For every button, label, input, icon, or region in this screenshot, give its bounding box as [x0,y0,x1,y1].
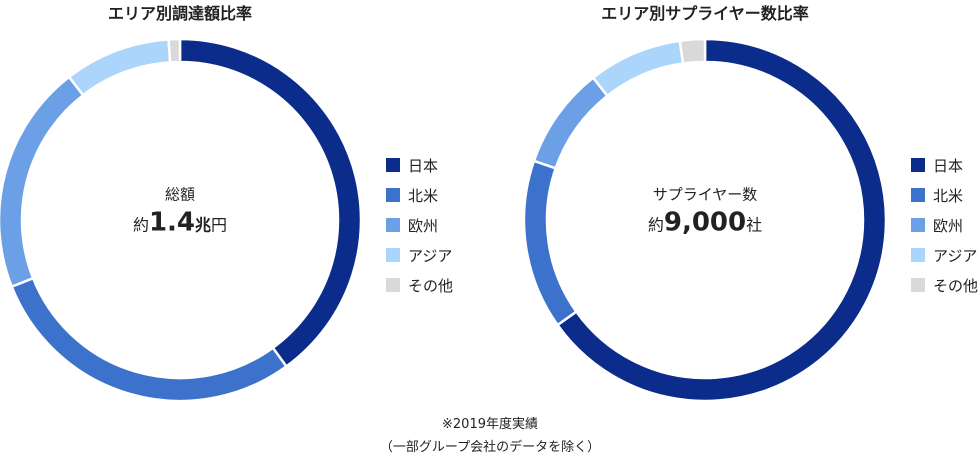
legend-item-others: その他 [911,270,978,300]
legend-item-japan: 日本 [386,150,453,180]
legend-label: 欧州 [933,216,964,235]
legend-item-asia: アジア [386,240,453,270]
legend-suppliers: 日本 北米 欧州 アジア その他 [911,150,978,300]
center-label: サプライヤー数 [652,185,758,204]
donut-slice-north-america [10,276,289,400]
legend-swatch-others [386,278,400,292]
legend-swatch-others [911,278,925,292]
legend-label: アジア [933,246,978,265]
center-label: 総額 [164,185,196,204]
donut-slice-north-america [525,159,579,327]
donut-slice-asia [67,40,172,97]
legend-label: その他 [408,276,454,295]
chart-title-procurement: エリア別調達額比率 [107,4,253,23]
center-prefix: 約 [132,215,149,235]
legend-swatch-north-america [911,188,925,202]
legend-procurement: 日本 北米 欧州 アジア その他 [386,150,453,300]
donut-slice-asia [591,40,685,98]
center-unit: 円 [211,215,228,235]
center-prefix: 約 [647,215,664,235]
legend-swatch-europe [911,218,925,232]
legend-item-europe: 欧州 [911,210,978,240]
center-value-line: 約9,000社 [648,206,762,243]
legend-swatch-japan [911,158,925,172]
legend-label: アジア [408,246,453,265]
donut-slice-others [167,40,182,64]
center-value: 1.4 [148,207,196,238]
center-value: 9,000 [663,207,747,238]
legend-item-north-america: 北米 [911,180,978,210]
donut-slice-japan [555,40,885,400]
legend-swatch-europe [386,218,400,232]
legend-label: 欧州 [408,216,439,235]
donut-chart-procurement [0,40,360,400]
legend-item-japan: 日本 [911,150,978,180]
legend-label: 北米 [933,186,964,205]
donut-center-suppliers: サプライヤー数 約9,000社 [648,184,762,243]
legend-label: 北米 [408,186,439,205]
legend-swatch-asia [386,248,400,262]
donut-slice-europe [0,75,85,289]
center-unit-bold: 兆 [195,215,212,235]
legend-item-asia: アジア [911,240,978,270]
donut-center-procurement: 総額 約1.4兆円 [133,184,227,243]
donut-chart-suppliers [525,40,885,400]
legend-item-europe: 欧州 [386,210,453,240]
legend-label: その他 [933,276,979,295]
legend-swatch-north-america [386,188,400,202]
donut-slice-others [678,40,707,65]
legend-label: 日本 [933,156,964,175]
footnote-exclusion: （一部グループ会社のデータを除く） [379,440,601,455]
legend-item-others: その他 [386,270,453,300]
legend-label: 日本 [408,156,439,175]
footnote-fiscal-year: ※2019年度実績 [442,417,538,432]
center-unit: 社 [746,215,763,235]
center-value-line: 約1.4兆円 [133,206,227,243]
legend-item-north-america: 北米 [386,180,453,210]
donut-slice-europe [532,75,610,170]
chart-title-suppliers: エリア別サプライヤー数比率 [601,4,809,23]
legend-swatch-asia [911,248,925,262]
legend-swatch-japan [386,158,400,172]
